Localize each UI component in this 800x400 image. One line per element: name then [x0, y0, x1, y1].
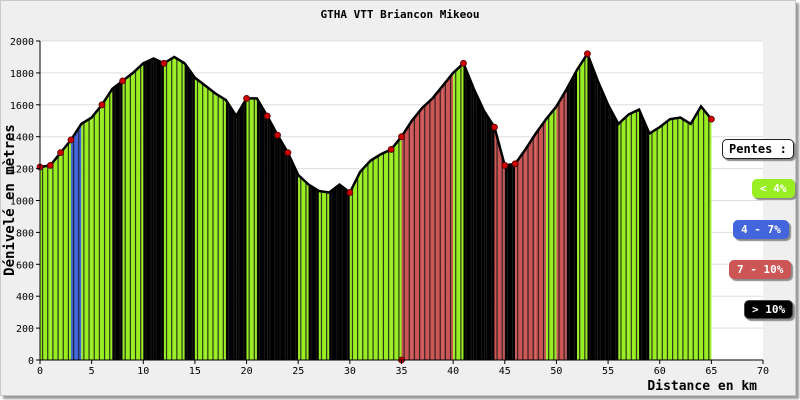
y-tick-label: 1000 — [10, 197, 34, 208]
waypoint-marker — [387, 146, 395, 153]
x-tick-label: 20 — [241, 366, 253, 377]
x-tick-label: 40 — [447, 366, 459, 377]
waypoint-marker — [707, 115, 715, 123]
waypoint-marker — [284, 149, 292, 157]
y-tick-label: 2000 — [10, 37, 34, 48]
x-tick-label: 25 — [292, 366, 304, 377]
legend-title: Pentes : — [722, 139, 794, 159]
y-tick-label: 1200 — [10, 165, 34, 176]
waypoint-marker — [263, 112, 271, 120]
x-tick-label: 45 — [499, 366, 511, 377]
waypoint-marker — [46, 162, 54, 169]
waypoint-marker — [243, 95, 250, 102]
y-tick-label: 800 — [16, 228, 34, 239]
x-tick-label: 15 — [189, 366, 201, 377]
x-tick-label: 0 — [37, 366, 43, 377]
x-tick-label: 30 — [344, 366, 356, 377]
y-tick-label: 200 — [16, 324, 34, 335]
legend-item: > 10% — [744, 300, 794, 319]
legend-item: 7 - 10% — [729, 260, 792, 279]
x-tick-label: 50 — [550, 366, 562, 377]
waypoint-marker — [67, 136, 75, 144]
slope-bars — [40, 53, 712, 361]
x-tick-label: 10 — [137, 366, 149, 377]
y-tick-labels: 0 200 400 600 800 1000 1200 1400 1600 1800 2000 — [10, 37, 40, 367]
waypoint-marker — [160, 59, 168, 67]
y-tick-label: 1600 — [10, 101, 34, 112]
x-tick-labels: 0 5 10 15 20 25 30 35 40 45 50 55 60 65 70 — [37, 360, 769, 377]
x-tick-label: 35 — [395, 366, 407, 377]
waypoint-marker — [98, 101, 106, 109]
x-tick-label: 60 — [654, 366, 666, 377]
y-tick-label: 1400 — [10, 133, 34, 144]
elevation-profile-line — [39, 51, 713, 195]
x-tick-label: 70 — [757, 366, 769, 377]
waypoint-marker — [511, 160, 519, 168]
waypoint-marker — [346, 189, 354, 196]
y-tick-label: 1800 — [10, 69, 34, 80]
y-axis-label: Dénivelé en mètres — [2, 124, 18, 276]
x-tick-label: 65 — [705, 366, 717, 377]
legend-item: < 4% — [752, 179, 795, 198]
waypoint-marker — [491, 123, 498, 131]
y-tick-label: 0 — [28, 356, 34, 367]
x-axis-label: Distance en km — [647, 379, 757, 394]
chart-title: GTHA VTT Briancon Mikeou — [321, 8, 480, 21]
waypoint-marker — [501, 162, 509, 169]
waypoint-markers — [36, 50, 715, 364]
x-tick-label: 55 — [602, 366, 614, 377]
waypoint-marker — [274, 131, 281, 139]
legend-item: 4 - 7% — [733, 220, 789, 239]
waypoint-marker — [398, 133, 405, 141]
x-tick-label: 5 — [89, 366, 95, 377]
waypoint-marker — [584, 50, 591, 58]
waypoint-marker — [57, 149, 65, 157]
waypoint-marker — [119, 77, 127, 85]
y-tick-label: 400 — [16, 292, 34, 303]
waypoint-marker — [460, 59, 467, 67]
y-tick-label: 600 — [16, 260, 34, 271]
